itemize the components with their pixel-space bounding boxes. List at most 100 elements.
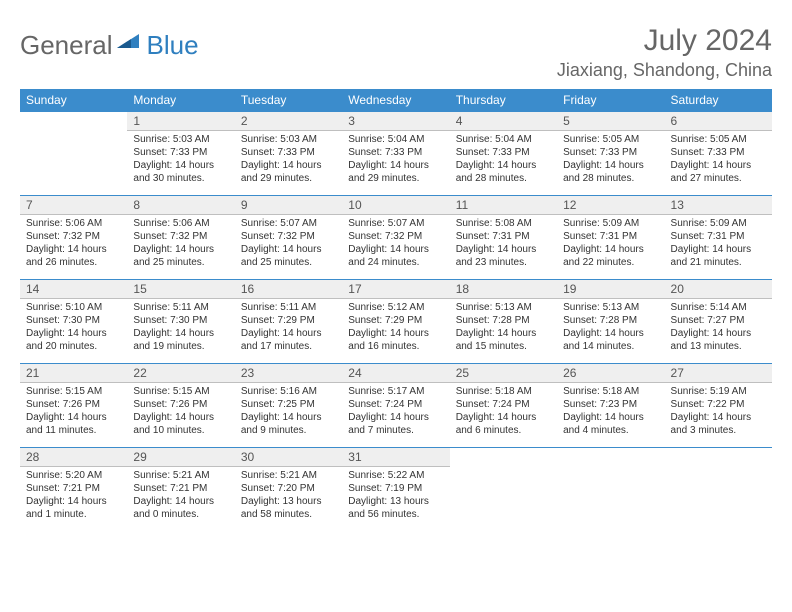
day-number: 7 (20, 195, 127, 215)
day-number: 13 (665, 195, 772, 215)
sunrise-text: Sunrise: 5:18 AM (563, 385, 658, 398)
sunrise-text: Sunrise: 5:20 AM (26, 469, 121, 482)
daylight-text: Daylight: 14 hours and 21 minutes. (671, 243, 766, 269)
day-number: 18 (450, 279, 557, 299)
sunrise-text: Sunrise: 5:10 AM (26, 301, 121, 314)
day-content: Sunrise: 5:08 AM Sunset: 7:31 PM Dayligh… (450, 215, 557, 273)
title-block: July 2024 Jiaxiang, Shandong, China (557, 24, 772, 81)
sunrise-text: Sunrise: 5:07 AM (241, 217, 336, 230)
sunrise-text: Sunrise: 5:11 AM (241, 301, 336, 314)
day-number (450, 447, 557, 465)
sunrise-text: Sunrise: 5:06 AM (133, 217, 228, 230)
sunrise-text: Sunrise: 5:17 AM (348, 385, 443, 398)
daylight-text: Daylight: 14 hours and 29 minutes. (241, 159, 336, 185)
sunrise-text: Sunrise: 5:22 AM (348, 469, 443, 482)
calendar-cell: 14 Sunrise: 5:10 AM Sunset: 7:30 PM Dayl… (20, 279, 127, 363)
day-number: 28 (20, 447, 127, 467)
calendar-cell: 13 Sunrise: 5:09 AM Sunset: 7:31 PM Dayl… (665, 195, 772, 279)
sunrise-text: Sunrise: 5:08 AM (456, 217, 551, 230)
daylight-text: Daylight: 14 hours and 22 minutes. (563, 243, 658, 269)
day-number: 22 (127, 363, 234, 383)
day-content: Sunrise: 5:10 AM Sunset: 7:30 PM Dayligh… (20, 299, 127, 357)
daylight-text: Daylight: 14 hours and 15 minutes. (456, 327, 551, 353)
sunset-text: Sunset: 7:22 PM (671, 398, 766, 411)
sunset-text: Sunset: 7:32 PM (348, 230, 443, 243)
day-number: 26 (557, 363, 664, 383)
daylight-text: Daylight: 14 hours and 23 minutes. (456, 243, 551, 269)
calendar-week-row: 14 Sunrise: 5:10 AM Sunset: 7:30 PM Dayl… (20, 279, 772, 363)
calendar-cell: 27 Sunrise: 5:19 AM Sunset: 7:22 PM Dayl… (665, 363, 772, 447)
calendar-cell: 23 Sunrise: 5:16 AM Sunset: 7:25 PM Dayl… (235, 363, 342, 447)
sunrise-text: Sunrise: 5:19 AM (671, 385, 766, 398)
daylight-text: Daylight: 14 hours and 13 minutes. (671, 327, 766, 353)
sunset-text: Sunset: 7:21 PM (133, 482, 228, 495)
day-number: 19 (557, 279, 664, 299)
daylight-text: Daylight: 14 hours and 19 minutes. (133, 327, 228, 353)
calendar-cell: 25 Sunrise: 5:18 AM Sunset: 7:24 PM Dayl… (450, 363, 557, 447)
calendar-cell (557, 447, 664, 531)
calendar-cell: 8 Sunrise: 5:06 AM Sunset: 7:32 PM Dayli… (127, 195, 234, 279)
weekday-header: Tuesday (235, 89, 342, 111)
sunrise-text: Sunrise: 5:06 AM (26, 217, 121, 230)
day-number: 29 (127, 447, 234, 467)
calendar-cell: 19 Sunrise: 5:13 AM Sunset: 7:28 PM Dayl… (557, 279, 664, 363)
sunset-text: Sunset: 7:28 PM (456, 314, 551, 327)
day-content: Sunrise: 5:11 AM Sunset: 7:29 PM Dayligh… (235, 299, 342, 357)
day-number: 3 (342, 111, 449, 131)
day-content: Sunrise: 5:20 AM Sunset: 7:21 PM Dayligh… (20, 467, 127, 525)
sunrise-text: Sunrise: 5:18 AM (456, 385, 551, 398)
calendar-cell: 21 Sunrise: 5:15 AM Sunset: 7:26 PM Dayl… (20, 363, 127, 447)
day-number: 5 (557, 111, 664, 131)
sunset-text: Sunset: 7:31 PM (563, 230, 658, 243)
calendar-cell: 5 Sunrise: 5:05 AM Sunset: 7:33 PM Dayli… (557, 111, 664, 195)
weekday-header: Saturday (665, 89, 772, 111)
header: General Blue July 2024 Jiaxiang, Shandon… (20, 24, 772, 81)
sunset-text: Sunset: 7:29 PM (348, 314, 443, 327)
day-content: Sunrise: 5:05 AM Sunset: 7:33 PM Dayligh… (665, 131, 772, 189)
daylight-text: Daylight: 14 hours and 16 minutes. (348, 327, 443, 353)
sunrise-text: Sunrise: 5:03 AM (241, 133, 336, 146)
calendar-week-row: 1 Sunrise: 5:03 AM Sunset: 7:33 PM Dayli… (20, 111, 772, 195)
sunset-text: Sunset: 7:33 PM (456, 146, 551, 159)
day-number (665, 447, 772, 465)
location: Jiaxiang, Shandong, China (557, 60, 772, 81)
calendar-cell: 6 Sunrise: 5:05 AM Sunset: 7:33 PM Dayli… (665, 111, 772, 195)
day-number: 10 (342, 195, 449, 215)
sunrise-text: Sunrise: 5:14 AM (671, 301, 766, 314)
sunrise-text: Sunrise: 5:07 AM (348, 217, 443, 230)
daylight-text: Daylight: 14 hours and 11 minutes. (26, 411, 121, 437)
day-number: 27 (665, 363, 772, 383)
sunset-text: Sunset: 7:31 PM (456, 230, 551, 243)
sunrise-text: Sunrise: 5:04 AM (348, 133, 443, 146)
day-content: Sunrise: 5:18 AM Sunset: 7:23 PM Dayligh… (557, 383, 664, 441)
calendar-week-row: 28 Sunrise: 5:20 AM Sunset: 7:21 PM Dayl… (20, 447, 772, 531)
calendar-cell: 11 Sunrise: 5:08 AM Sunset: 7:31 PM Dayl… (450, 195, 557, 279)
day-content: Sunrise: 5:05 AM Sunset: 7:33 PM Dayligh… (557, 131, 664, 189)
daylight-text: Daylight: 14 hours and 28 minutes. (563, 159, 658, 185)
calendar-cell: 4 Sunrise: 5:04 AM Sunset: 7:33 PM Dayli… (450, 111, 557, 195)
day-number: 2 (235, 111, 342, 131)
day-number (557, 447, 664, 465)
daylight-text: Daylight: 14 hours and 4 minutes. (563, 411, 658, 437)
sunset-text: Sunset: 7:29 PM (241, 314, 336, 327)
calendar-cell: 24 Sunrise: 5:17 AM Sunset: 7:24 PM Dayl… (342, 363, 449, 447)
sunrise-text: Sunrise: 5:11 AM (133, 301, 228, 314)
sunrise-text: Sunrise: 5:13 AM (456, 301, 551, 314)
calendar-cell: 18 Sunrise: 5:13 AM Sunset: 7:28 PM Dayl… (450, 279, 557, 363)
sunset-text: Sunset: 7:26 PM (133, 398, 228, 411)
sunset-text: Sunset: 7:24 PM (348, 398, 443, 411)
sunrise-text: Sunrise: 5:21 AM (133, 469, 228, 482)
weekday-header: Friday (557, 89, 664, 111)
day-number (20, 111, 127, 129)
calendar-week-row: 21 Sunrise: 5:15 AM Sunset: 7:26 PM Dayl… (20, 363, 772, 447)
sunrise-text: Sunrise: 5:12 AM (348, 301, 443, 314)
day-content: Sunrise: 5:06 AM Sunset: 7:32 PM Dayligh… (20, 215, 127, 273)
sunset-text: Sunset: 7:19 PM (348, 482, 443, 495)
daylight-text: Daylight: 14 hours and 10 minutes. (133, 411, 228, 437)
weekday-header: Monday (127, 89, 234, 111)
sunset-text: Sunset: 7:23 PM (563, 398, 658, 411)
calendar-cell: 30 Sunrise: 5:21 AM Sunset: 7:20 PM Dayl… (235, 447, 342, 531)
day-content: Sunrise: 5:09 AM Sunset: 7:31 PM Dayligh… (665, 215, 772, 273)
calendar-week-row: 7 Sunrise: 5:06 AM Sunset: 7:32 PM Dayli… (20, 195, 772, 279)
day-content: Sunrise: 5:03 AM Sunset: 7:33 PM Dayligh… (127, 131, 234, 189)
